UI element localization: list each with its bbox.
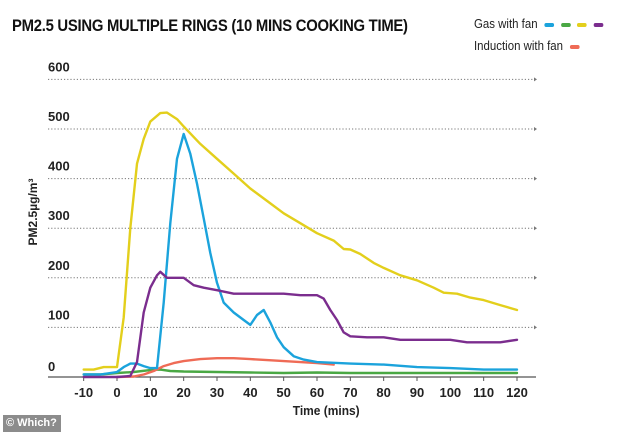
legend-swatch-yellow xyxy=(577,22,587,27)
y-tick-label-200: 200 xyxy=(48,258,70,273)
gridline-arrow-100 xyxy=(534,325,537,330)
gridline-arrow-300 xyxy=(534,226,537,231)
x-tick-label-100: 100 xyxy=(439,385,461,400)
legend-swatch-red xyxy=(569,44,580,49)
legend-label-gas-with-fan: Gas with fan xyxy=(474,16,538,31)
legend-swatch-green xyxy=(560,22,571,27)
x-tick-label-70: 70 xyxy=(343,385,357,400)
gridline-arrow-600 xyxy=(534,77,537,82)
x-tick-label-30: 30 xyxy=(210,385,224,400)
y-tick-label-500: 500 xyxy=(48,109,70,124)
x-axis-label: Time (mins) xyxy=(292,403,360,418)
gridline-arrow-500 xyxy=(534,127,537,131)
x-tick-label-0: 0 xyxy=(113,385,120,400)
gridline-arrow-200 xyxy=(534,275,537,280)
y-tick-label-400: 400 xyxy=(48,159,70,174)
x-tick-label-90: 90 xyxy=(410,385,424,400)
series-line-induction-with-fan-red xyxy=(115,357,335,379)
legend-item-gas-with-fan: Gas with fan xyxy=(474,16,604,31)
y-tick-label-100: 100 xyxy=(48,307,70,322)
x-tick-label-120: 120 xyxy=(506,385,528,400)
x-tick-label-110: 110 xyxy=(473,385,494,400)
series-line-gas-with-fan-blue xyxy=(82,132,519,376)
x-tick-label--10: -10 xyxy=(74,385,93,400)
y-tick-label-0: 0 xyxy=(48,359,55,374)
gridline-arrow-400 xyxy=(534,176,537,181)
y-tick-label-600: 600 xyxy=(48,59,70,74)
legend-item-induction-with-fan: Induction with fan xyxy=(474,38,580,53)
x-tick-label-60: 60 xyxy=(310,385,324,400)
series-line-gas-with-fan-purple xyxy=(82,270,519,379)
legend-label-induction-with-fan: Induction with fan xyxy=(474,38,564,53)
chart-title: PM2.5 USING MULTIPLE RINGS (10 MINS COOK… xyxy=(12,17,408,35)
x-tick-label-50: 50 xyxy=(276,385,290,400)
x-tick-label-10: 10 xyxy=(143,385,157,400)
x-tick-label-80: 80 xyxy=(376,385,390,400)
watermark: © Which? xyxy=(3,415,61,432)
x-tick-label-20: 20 xyxy=(176,385,190,400)
y-tick-label-300: 300 xyxy=(48,208,70,223)
series-line-gas-with-fan-yellow xyxy=(82,111,519,371)
legend-swatch-blue xyxy=(544,22,554,27)
legend-swatch-purple xyxy=(593,22,604,27)
x-tick-label-40: 40 xyxy=(243,385,257,400)
y-axis-label: PM2.5µg/m³ xyxy=(26,178,40,246)
